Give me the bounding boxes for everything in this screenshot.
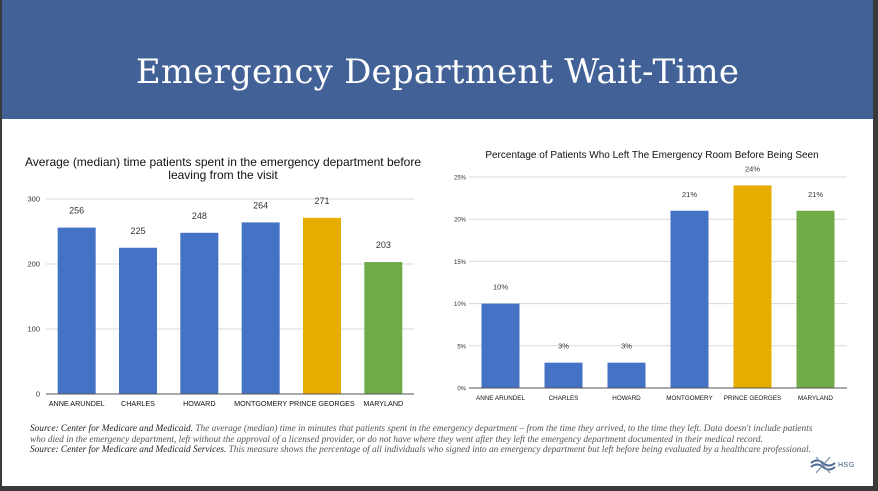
data-label: 203 <box>376 240 391 250</box>
x-category-label: MARYLAND <box>363 399 403 408</box>
y-tick-label: 300 <box>27 195 40 204</box>
bar <box>607 362 646 388</box>
bar <box>180 232 219 394</box>
bar <box>670 210 709 388</box>
data-label: 24% <box>745 164 760 173</box>
y-tick-label: 25% <box>454 176 467 182</box>
data-label: 21% <box>808 190 823 199</box>
bar <box>303 217 341 394</box>
data-label: 248 <box>192 211 207 221</box>
chart-title: Percentage of Patients Who Left The Emer… <box>485 150 818 161</box>
x-category-label: MONTGOMERY <box>666 395 713 402</box>
x-category-label: HOWARD <box>612 395 641 402</box>
x-category-label: PRINCE GEORGES <box>289 399 355 408</box>
x-category-label: MARYLAND <box>798 395 833 402</box>
data-label: 10% <box>493 283 508 292</box>
y-tick-label: 200 <box>27 260 40 269</box>
y-tick-label: 15% <box>454 260 467 266</box>
data-label: 225 <box>130 226 145 236</box>
y-tick-label: 0% <box>457 387 466 393</box>
y-tick-label: 10% <box>454 302 467 308</box>
source-notes: Source: Center for Medicare and Medicaid… <box>30 424 830 456</box>
bar <box>364 262 403 394</box>
bar <box>241 222 280 394</box>
header-banner: Emergency Department Wait-Time <box>2 0 873 119</box>
x-category-label: ANNE ARUNDEL <box>49 399 105 408</box>
source-label-2: Source: Center for Medicare and Medicaid… <box>30 445 227 456</box>
data-label: 3% <box>621 342 632 351</box>
bar <box>544 362 583 388</box>
logo-text: HSG <box>838 461 855 469</box>
source-note-2: Source: Center for Medicare and Medicaid… <box>30 445 830 456</box>
y-tick-label: 0 <box>36 390 40 399</box>
source-label-1: Source: Center for Medicare and Medicaid… <box>30 424 193 434</box>
bar <box>481 303 520 388</box>
y-tick-label: 5% <box>457 344 466 350</box>
y-tick-label: 20% <box>454 218 467 224</box>
x-category-label: MONTGOMERY <box>234 399 287 408</box>
data-label: 264 <box>253 200 268 210</box>
source-note-1: Source: Center for Medicare and Medicaid… <box>30 424 830 445</box>
page-title: Emergency Department Wait-Time <box>135 52 740 92</box>
x-category-label: PRINCE GEORGES <box>724 395 781 402</box>
bar <box>57 227 96 394</box>
source-text-2: This measure shows the percentage of all… <box>226 445 811 456</box>
x-category-label: CHARLES <box>549 395 579 402</box>
chart-title-line2: leaving from the visit <box>168 168 278 182</box>
hsg-logo-icon <box>810 456 836 474</box>
data-label: 3% <box>558 342 569 351</box>
data-label: 271 <box>314 196 329 206</box>
source-text-1: The average (median) time in minutes tha… <box>30 424 813 445</box>
x-category-label: ANNE ARUNDEL <box>476 395 525 402</box>
bar <box>796 210 835 388</box>
x-category-label: CHARLES <box>121 399 155 408</box>
chart-title: Average (median) time patients spent in … <box>25 155 421 169</box>
x-category-label: HOWARD <box>183 399 215 408</box>
y-tick-label: 100 <box>27 325 40 334</box>
bar <box>119 247 157 394</box>
data-label: 21% <box>682 190 697 199</box>
data-label: 256 <box>69 206 84 216</box>
hsg-logo: HSG <box>810 454 862 476</box>
bar <box>733 185 772 388</box>
